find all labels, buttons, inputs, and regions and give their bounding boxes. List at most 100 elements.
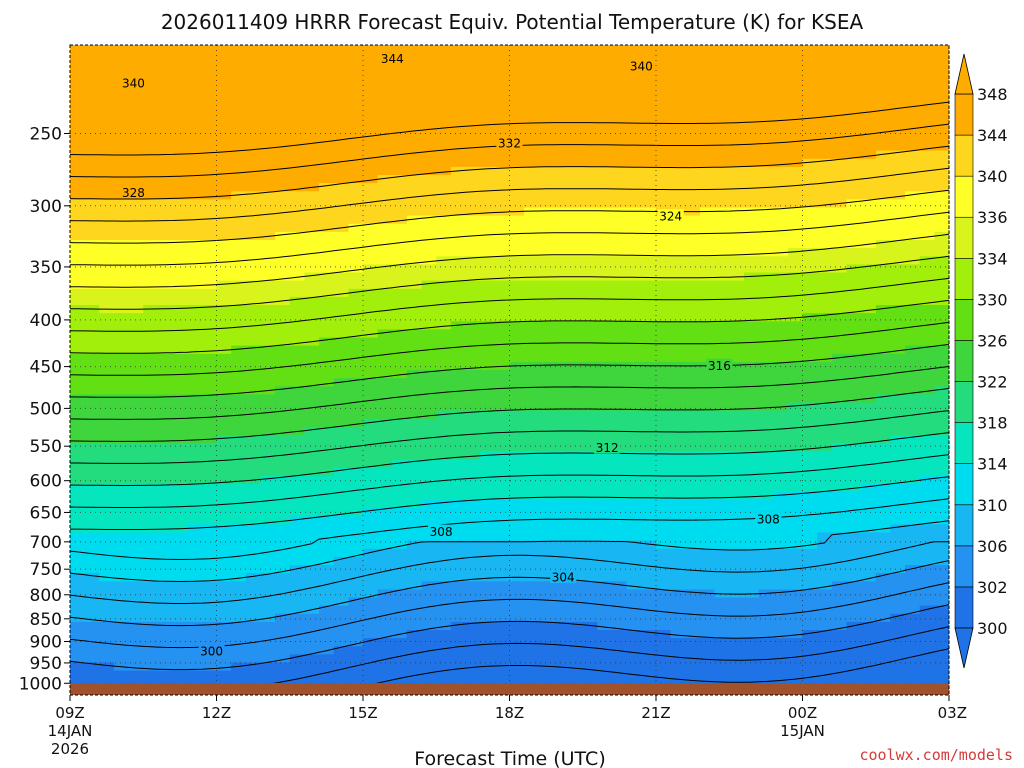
shading-cell	[480, 426, 496, 436]
shading-cell	[245, 500, 262, 509]
shading-cell	[348, 61, 364, 70]
shading-cell	[480, 418, 496, 428]
y-axis: 2503003504004505005506006507007508008509…	[19, 124, 70, 694]
shading-cell	[348, 296, 364, 306]
shading-cell	[187, 613, 203, 623]
shading-cell	[524, 524, 540, 534]
shading-cell	[406, 53, 423, 62]
shading-cell	[656, 166, 672, 176]
shading-cell	[450, 280, 467, 290]
shading-cell	[260, 451, 276, 460]
shading-cell	[714, 516, 730, 525]
shading-cell	[568, 288, 584, 298]
shading-cell	[114, 451, 130, 460]
shading-cell	[465, 621, 481, 631]
shading-cell	[846, 296, 862, 306]
shading-cell	[304, 256, 320, 265]
shading-cell	[480, 662, 496, 672]
shading-cell	[289, 459, 306, 469]
shading-cell	[421, 613, 437, 623]
shading-cell	[890, 394, 906, 404]
shading-cell	[289, 443, 306, 452]
shading-cell	[450, 524, 467, 534]
shading-cell	[553, 337, 569, 347]
shading-cell	[846, 191, 862, 200]
shading-cell	[480, 288, 496, 298]
shading-cell	[333, 134, 349, 144]
shading-cell	[333, 240, 349, 249]
shading-cell	[861, 166, 877, 176]
shading-cell	[333, 313, 349, 322]
shading-cell	[480, 191, 496, 200]
shading-cell	[143, 329, 159, 339]
shading-cell	[685, 288, 701, 298]
shading-cell	[597, 126, 613, 135]
shading-cell	[231, 573, 247, 582]
shading-cell	[890, 556, 906, 566]
shading-cell	[128, 329, 144, 339]
shading-cell	[304, 134, 320, 144]
shading-cell	[436, 296, 452, 306]
shading-cell	[333, 556, 349, 566]
shading-cell	[406, 524, 423, 534]
shading-cell	[524, 313, 540, 322]
shading-cell	[861, 556, 877, 566]
shading-cell	[436, 85, 452, 95]
shading-cell	[392, 483, 408, 493]
shading-cell	[480, 223, 496, 233]
shading-cell	[729, 597, 745, 607]
shading-cell	[392, 426, 408, 436]
shading-cell	[553, 329, 569, 339]
shading-cell	[773, 491, 789, 501]
shading-cell	[450, 573, 467, 582]
shading-cell	[787, 548, 804, 558]
shading-cell	[875, 134, 892, 144]
shading-cell	[700, 223, 716, 233]
shading-cell	[831, 337, 848, 347]
shading-cell	[172, 231, 188, 241]
shading-cell	[597, 134, 613, 144]
shading-cell	[700, 459, 716, 469]
shading-cell	[465, 483, 481, 493]
shading-cell	[597, 435, 613, 444]
shading-cell	[509, 605, 525, 615]
shading-cell	[480, 621, 496, 631]
shading-cell	[143, 483, 159, 493]
shading-cell	[363, 402, 379, 412]
shading-cell	[787, 101, 804, 111]
shading-cell	[465, 467, 481, 477]
shading-cell	[553, 451, 569, 460]
shading-cell	[128, 426, 144, 436]
contour-line	[326, 648, 949, 695]
shading-cell	[656, 654, 672, 664]
shading-cell	[128, 175, 144, 184]
shading-cell	[172, 85, 188, 95]
shading-cell	[626, 215, 642, 225]
shading-cell	[406, 613, 423, 623]
shading-cell	[289, 69, 306, 79]
shading-cell	[216, 264, 232, 274]
shading-cell	[714, 191, 730, 200]
shading-cell	[450, 426, 467, 436]
shading-cell	[700, 508, 716, 517]
shading-cell	[494, 451, 511, 460]
shading-cell	[553, 191, 569, 200]
shading-cell	[817, 215, 833, 225]
shading-cell	[216, 565, 232, 574]
shading-cell	[773, 394, 789, 404]
shading-cell	[890, 272, 906, 282]
shading-cell	[582, 670, 599, 680]
shading-cell	[597, 142, 613, 152]
shading-cell	[216, 613, 232, 623]
shading-cell	[333, 638, 349, 647]
shading-cell	[216, 142, 232, 152]
y-tick-label: 1000	[19, 674, 62, 694]
shading-cell	[817, 662, 833, 672]
shading-cell	[802, 110, 818, 119]
shading-cell	[538, 443, 555, 452]
shading-cell	[700, 353, 716, 363]
shading-cell	[245, 215, 262, 225]
shading-cell	[846, 53, 862, 62]
shading-cell	[363, 353, 379, 363]
shading-cell	[685, 305, 701, 314]
